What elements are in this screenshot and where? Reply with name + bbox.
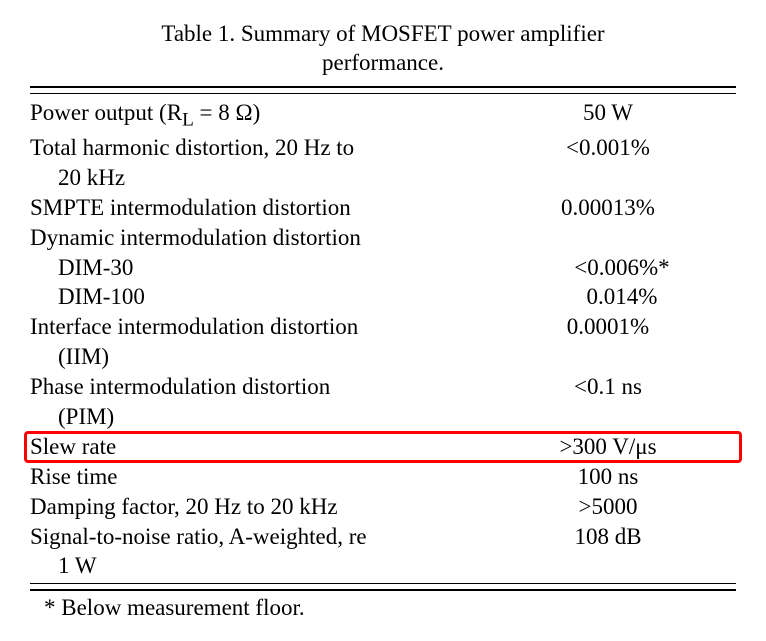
table-row: DIM-100 0.014% (30, 282, 736, 312)
table-row: DIM-30 <0.006%* (30, 253, 736, 283)
param-continuation: 20 kHz (30, 163, 125, 193)
table-row: Signal-to-noise ratio, A-weighted, re1 W… (30, 522, 736, 582)
param-text: Power output (R (30, 100, 182, 125)
param-text: Damping factor, 20 Hz to 20 kHz (30, 494, 338, 519)
value-cell: 50 W (480, 98, 736, 134)
param-continuation: (PIM) (30, 402, 114, 432)
param-cell: Interface intermodulation distortion (IIM… (30, 312, 480, 372)
value-cell: 100 ns (480, 462, 736, 492)
param-text: Rise time (30, 464, 118, 489)
value-cell (480, 223, 736, 253)
param-cell: SMPTE intermodulation distortion (30, 193, 480, 223)
table-row: SMPTE intermodulation distortion 0.00013% (30, 193, 736, 223)
value-cell: <0.001% (480, 133, 736, 193)
param-cell: Slew rate (30, 432, 480, 462)
param-cell: Phase intermodulation distortion (PIM) (30, 372, 480, 432)
table-row: Phase intermodulation distortion (PIM) <0.… (30, 372, 736, 432)
param-cell: Signal-to-noise ratio, A-weighted, re1 W (30, 522, 480, 582)
param-text: Phase intermodulation distortion (30, 374, 330, 399)
value-cell: <0.006%* (508, 253, 736, 283)
table-row: Interface intermodulation distortion (IIM… (30, 312, 736, 372)
rule-top (30, 86, 736, 94)
value-cell: 0.0001% (480, 312, 736, 372)
param-text: DIM-30 (58, 255, 133, 280)
param-text: Slew rate (30, 434, 116, 459)
param-text: Interface intermodulation distortion (30, 314, 358, 339)
param-cell: DIM-30 (30, 253, 508, 283)
table-row: Slew rate >300 V/μs (30, 432, 736, 462)
param-text: Dynamic intermodulation distortion (30, 225, 361, 250)
table-row: Total harmonic distortion, 20 Hz to 20 kH… (30, 133, 736, 193)
table-row: Rise time 100 ns (30, 462, 736, 492)
param-text: Total harmonic distortion, 20 Hz to (30, 135, 354, 160)
param-cell: Power output (RL = 8 Ω) (30, 98, 480, 134)
param-cell: Rise time (30, 462, 480, 492)
param-text: Signal-to-noise ratio, A-weighted, re (30, 524, 367, 549)
value-cell: >300 V/μs (480, 432, 736, 462)
table-row: Dynamic intermodulation distortion (30, 223, 736, 253)
value-cell: 108 dB (480, 522, 736, 582)
param-subscript: L (182, 109, 194, 130)
table-container: Table 1. Summary of MOSFET power amplifi… (30, 20, 736, 621)
param-cell: Total harmonic distortion, 20 Hz to 20 kH… (30, 133, 480, 193)
value-cell: <0.1 ns (480, 372, 736, 432)
param-cell: Damping factor, 20 Hz to 20 kHz (30, 492, 480, 522)
param-continuation: (IIM) (30, 342, 109, 372)
param-cell: DIM-100 (30, 282, 508, 312)
value-cell: >5000 (480, 492, 736, 522)
param-text: DIM-100 (58, 284, 145, 309)
param-text: SMPTE intermodulation distortion (30, 195, 351, 220)
table-row: Power output (RL = 8 Ω)50 W (30, 98, 736, 134)
param-text-after: = 8 Ω) (194, 100, 260, 125)
caption-line-1: Table 1. Summary of MOSFET power amplifi… (161, 21, 604, 46)
table-row: Damping factor, 20 Hz to 20 kHz >5000 (30, 492, 736, 522)
table-caption: Table 1. Summary of MOSFET power amplifi… (30, 20, 736, 78)
value-cell: 0.014% (508, 282, 736, 312)
param-continuation: 1 W (30, 551, 97, 581)
rule-bottom (30, 583, 736, 591)
table-footnote: * Below measurement floor. (30, 591, 736, 621)
caption-line-2: performance. (322, 50, 444, 75)
param-cell: Dynamic intermodulation distortion (30, 223, 480, 253)
value-cell: 0.00013% (480, 193, 736, 223)
table-body: Power output (RL = 8 Ω)50 WTotal harmoni… (30, 94, 736, 584)
